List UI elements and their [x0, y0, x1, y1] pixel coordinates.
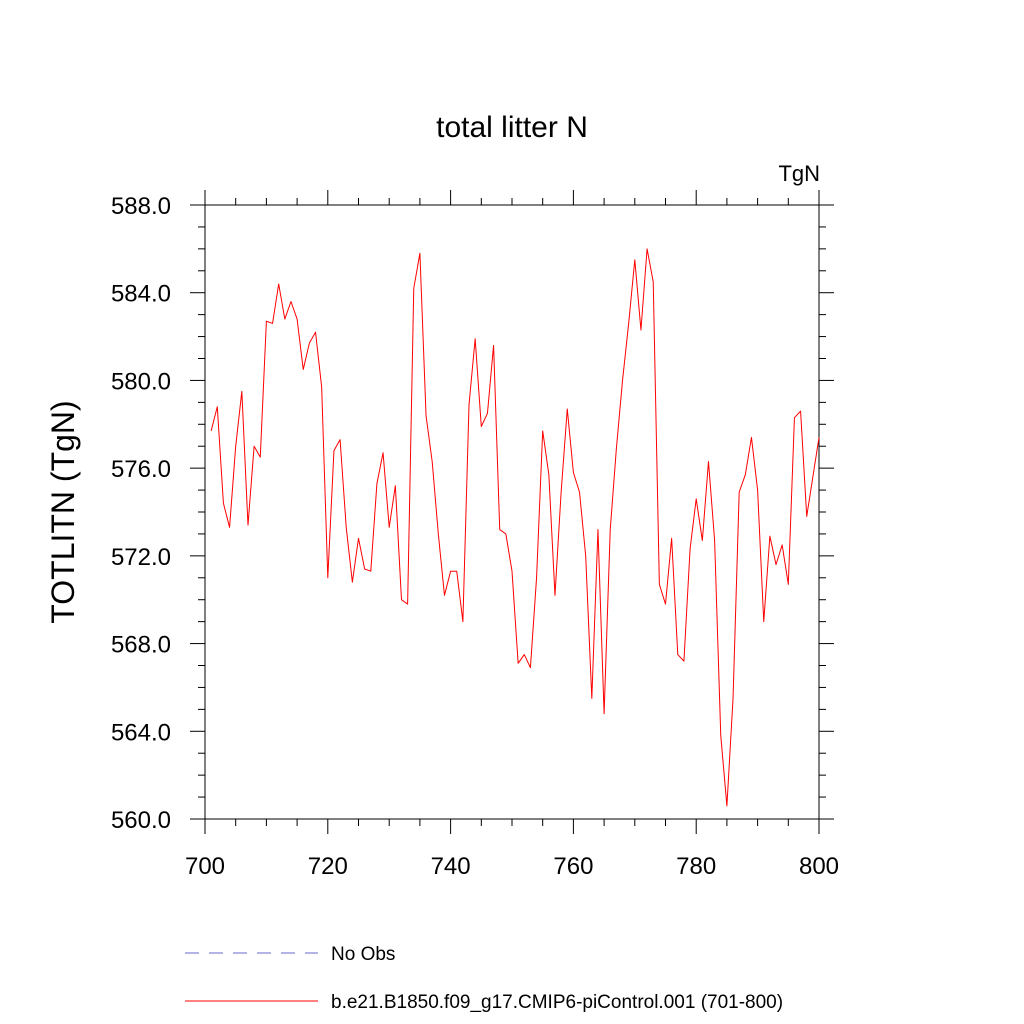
plot-frame [204, 204, 820, 820]
x-tick-label: 720 [308, 853, 348, 880]
legend-label-0: No Obs [331, 944, 395, 965]
x-tick-label: 800 [799, 853, 839, 880]
x-tick-label: 760 [553, 853, 593, 880]
y-tick-label: 588.0 [111, 193, 171, 220]
y-tick-label: 580.0 [111, 368, 171, 395]
y-axis-title: TOTLITN (TgN) [45, 400, 81, 623]
y-tick-label: 572.0 [111, 544, 171, 571]
series-layer [210, 248, 820, 807]
legend-label-1: b.e21.B1850.f09_g17.CMIP6-piControl.001 … [331, 992, 783, 1013]
x-tick-label: 780 [676, 853, 716, 880]
legend: No Obs b.e21.B1850.f09_g17.CMIP6-piContro… [185, 944, 783, 1013]
series-line-1 [210, 248, 820, 807]
y-tick-label: 568.0 [111, 632, 171, 659]
minor-ticks [198, 198, 826, 826]
y-tick-label: 560.0 [111, 807, 171, 834]
major-ticks [190, 190, 834, 834]
chart-title: total litter N [436, 111, 588, 144]
y-tick-label: 564.0 [111, 719, 171, 746]
tick-labels: 700 720 740 760 780 800 560.0 564.0 568.0 572.0 57… [111, 193, 839, 880]
y-tick-label: 576.0 [111, 456, 171, 483]
x-tick-label: 740 [431, 853, 471, 880]
units-label: TgN [778, 161, 820, 186]
y-tick-label: 584.0 [111, 281, 171, 308]
x-tick-label: 700 [185, 853, 225, 880]
